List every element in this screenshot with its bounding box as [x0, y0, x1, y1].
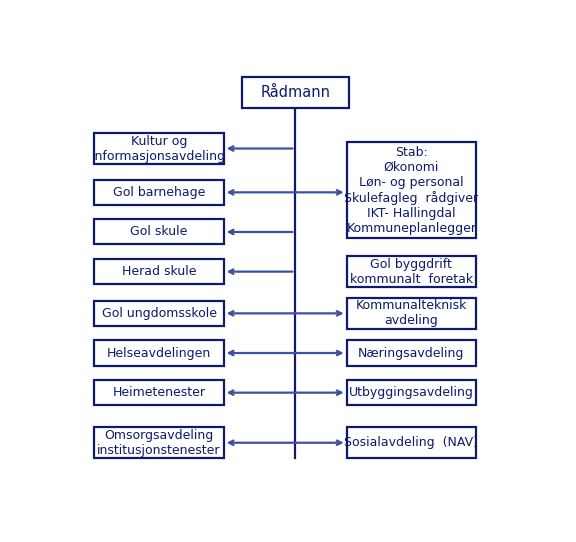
- Text: Omsorgsavdeling
institusjonstenester: Omsorgsavdeling institusjonstenester: [97, 429, 221, 457]
- FancyBboxPatch shape: [347, 298, 476, 329]
- FancyBboxPatch shape: [94, 340, 223, 365]
- FancyBboxPatch shape: [347, 427, 476, 459]
- Text: Gol ungdomsskole: Gol ungdomsskole: [101, 307, 217, 320]
- Text: Næringsavdeling: Næringsavdeling: [358, 346, 464, 359]
- FancyBboxPatch shape: [347, 142, 476, 238]
- FancyBboxPatch shape: [94, 380, 223, 405]
- FancyBboxPatch shape: [94, 301, 223, 326]
- Text: Helseavdelingen: Helseavdelingen: [107, 346, 211, 359]
- FancyBboxPatch shape: [347, 340, 476, 365]
- Text: Heimetenester: Heimetenester: [112, 386, 206, 399]
- Text: Gol barnehage: Gol barnehage: [113, 186, 205, 199]
- FancyBboxPatch shape: [347, 380, 476, 405]
- Text: Utbyggingsavdeling: Utbyggingsavdeling: [349, 386, 473, 399]
- Text: Kultur og
informasjonsavdeling: Kultur og informasjonsavdeling: [92, 134, 226, 163]
- FancyBboxPatch shape: [94, 133, 223, 164]
- Text: Kommunalteknisk
avdeling: Kommunalteknisk avdeling: [355, 299, 467, 327]
- FancyBboxPatch shape: [94, 427, 223, 459]
- FancyBboxPatch shape: [347, 256, 476, 287]
- Text: Rådmann: Rådmann: [260, 85, 330, 100]
- Text: Sosialavdeling  (NAV): Sosialavdeling (NAV): [344, 436, 478, 449]
- Text: Gol skule: Gol skule: [130, 225, 188, 238]
- Text: Gol byggdrift
kommunalt  foretak: Gol byggdrift kommunalt foretak: [350, 257, 473, 286]
- Text: Stab:
Økonomi
Løn- og personal
Skulefagleg  rådgiver
IKT- Hallingdal
Kommuneplan: Stab: Økonomi Løn- og personal Skulefagl…: [344, 146, 478, 235]
- FancyBboxPatch shape: [94, 220, 223, 244]
- FancyBboxPatch shape: [94, 259, 223, 284]
- Text: Herad skule: Herad skule: [122, 265, 196, 278]
- FancyBboxPatch shape: [94, 180, 223, 205]
- FancyBboxPatch shape: [242, 76, 348, 108]
